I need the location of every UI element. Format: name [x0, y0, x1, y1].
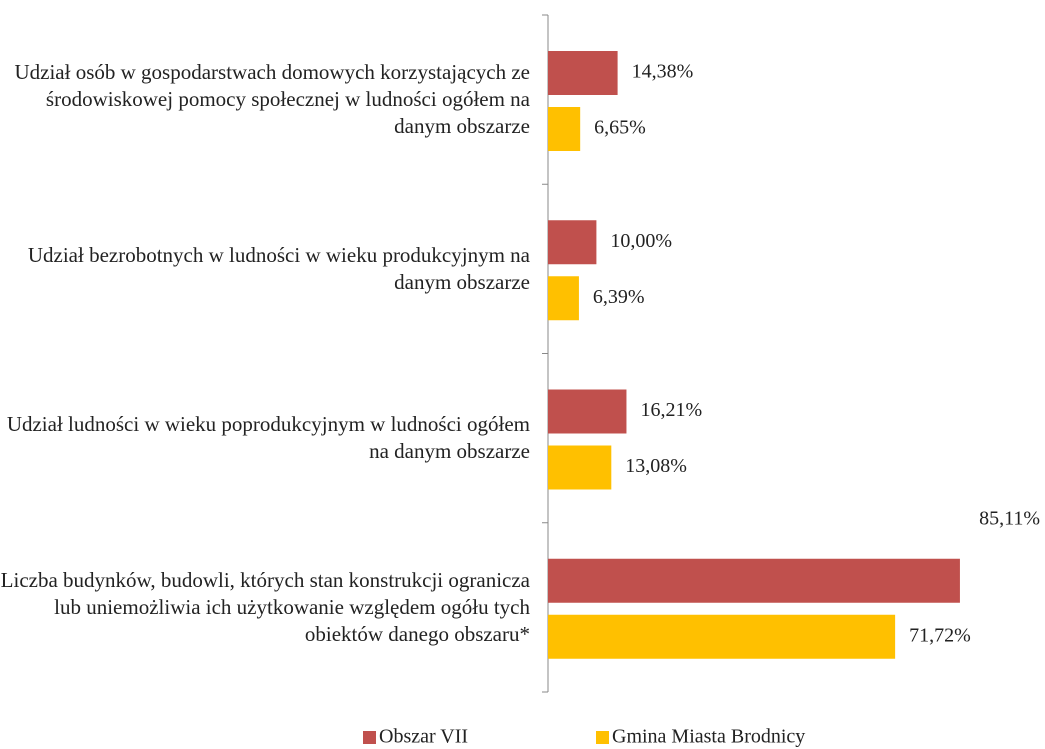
- legend-label: Gmina Miasta Brodnicy: [612, 726, 805, 748]
- bar: [548, 51, 618, 95]
- category-label: Udział bezrobotnych w ludności w wieku p…: [27, 242, 530, 294]
- category-label: Udział ludności w wieku poprodukcyjnym w…: [6, 412, 530, 464]
- category-label-box: Udział osób w gospodarstwach domowych ko…: [14, 60, 530, 139]
- value-label: 71,72%: [909, 624, 971, 646]
- category-label-box: Udział bezrobotnych w ludności w wieku p…: [27, 242, 530, 294]
- bar: [548, 614, 896, 659]
- value-label: 6,39%: [593, 286, 645, 308]
- value-label: 13,08%: [625, 455, 687, 477]
- category-label-box: Liczba budynków, budowli, których stan k…: [0, 567, 530, 646]
- value-label: 14,38%: [632, 61, 694, 83]
- category-label: Liczba budynków, budowli, których stan k…: [0, 567, 530, 646]
- bar: [548, 389, 627, 434]
- legend-label: Obszar VII: [379, 726, 468, 748]
- value-label: 10,00%: [610, 230, 672, 252]
- legend-swatch: [596, 731, 609, 744]
- bar: [548, 276, 579, 321]
- bar: [548, 445, 612, 490]
- category-label-box: Udział ludności w wieku poprodukcyjnym w…: [6, 412, 530, 464]
- value-label: 16,21%: [640, 399, 702, 421]
- value-label: 6,65%: [594, 117, 646, 139]
- bar: [548, 558, 960, 603]
- legend-swatch: [363, 731, 376, 744]
- value-label: 85,11%: [979, 507, 1040, 529]
- category-label: Udział osób w gospodarstwach domowych ko…: [14, 60, 530, 139]
- bar: [548, 107, 581, 151]
- bar: [548, 220, 597, 265]
